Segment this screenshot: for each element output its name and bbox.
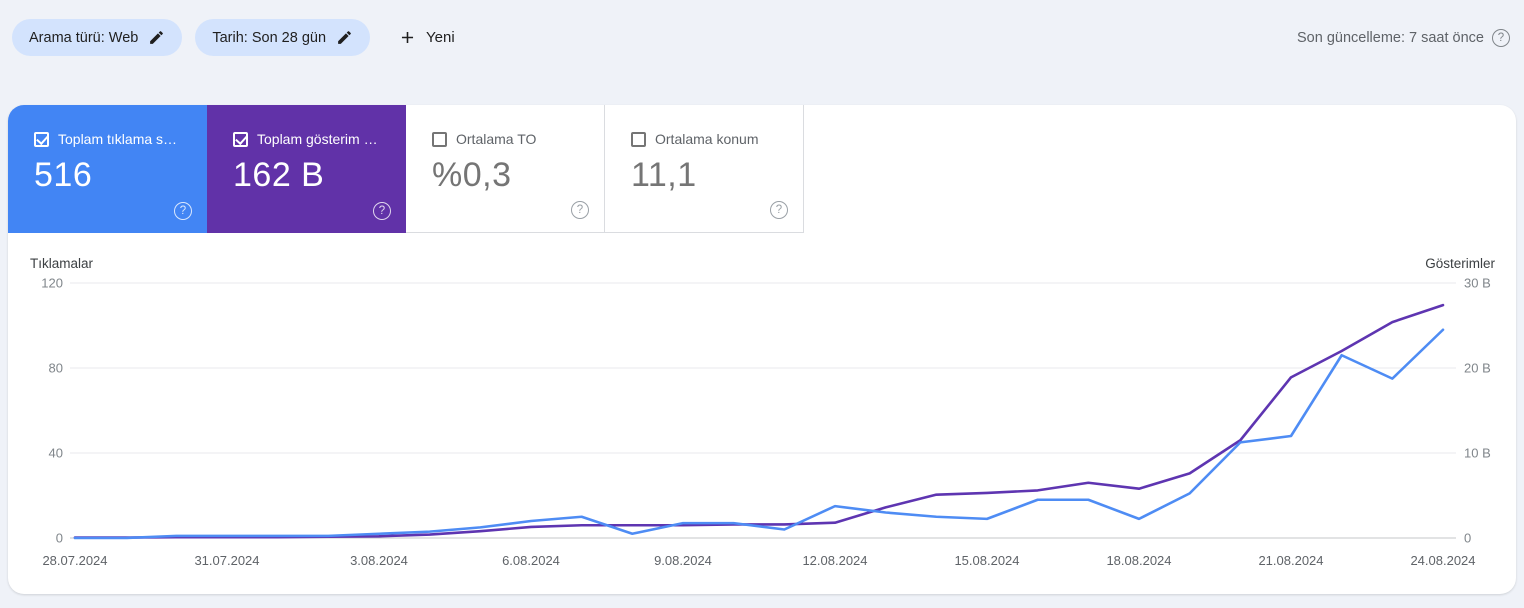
total-clicks-value: 516 xyxy=(34,156,93,194)
x-axis-tick: 24.08.2024 xyxy=(1410,553,1475,568)
filter-bar: Arama türü: Web Tarih: Son 28 gün Yeni S… xyxy=(0,0,1524,105)
left-axis-tick: 40 xyxy=(49,446,63,461)
left-axis-tick: 120 xyxy=(41,276,63,291)
metric-card-average-position[interactable]: Ortalama konum 11,1 xyxy=(605,105,804,233)
x-axis-tick: 15.08.2024 xyxy=(954,553,1019,568)
metric-cards-row: Toplam tıklama s… 516 Toplam gösterim … … xyxy=(8,105,1516,233)
new-filter-button[interactable]: Yeni xyxy=(386,19,467,56)
right-axis-tick: 20 B xyxy=(1464,361,1491,376)
chart-svg[interactable]: Tıklamalar Gösterimler 0 0 40 10 B 80 20 B 120 30… xyxy=(8,250,1516,585)
left-axis-tick: 80 xyxy=(49,361,63,376)
right-axis-tick: 0 xyxy=(1464,531,1471,546)
metric-card-average-ctr[interactable]: Ortalama TO %0,3 xyxy=(406,105,605,233)
x-axis-tick: 28.07.2024 xyxy=(42,553,107,568)
x-axis-tick: 9.08.2024 xyxy=(654,553,712,568)
x-axis-tick: 12.08.2024 xyxy=(802,553,867,568)
performance-panel: Toplam tıklama s… 516 Toplam gösterim … … xyxy=(8,105,1516,594)
right-axis-tick: 30 B xyxy=(1464,276,1491,291)
help-icon[interactable] xyxy=(174,202,192,220)
card-header: Toplam tıklama s… xyxy=(34,131,191,147)
plus-icon xyxy=(401,31,414,44)
x-axis-tick: 6.08.2024 xyxy=(502,553,560,568)
ctr-checkbox-unchecked[interactable] xyxy=(432,131,447,147)
right-axis-tick: 10 B xyxy=(1464,446,1491,461)
x-axis-tick: 31.07.2024 xyxy=(194,553,259,568)
search-type-chip[interactable]: Arama türü: Web xyxy=(12,19,183,56)
metric-card-total-impressions[interactable]: Toplam gösterim … 162 B xyxy=(207,105,406,233)
impressions-line xyxy=(73,303,1445,539)
card-label: Ortalama TO xyxy=(456,131,537,147)
clicks-checkbox-checked[interactable] xyxy=(34,131,49,147)
card-label: Toplam gösterim … xyxy=(257,131,378,147)
help-icon[interactable] xyxy=(571,201,589,219)
total-impressions-value: 162 B xyxy=(233,156,325,194)
left-axis-tick: 0 xyxy=(56,531,63,546)
help-icon[interactable] xyxy=(1492,28,1510,47)
left-axis-title: Tıklamalar xyxy=(30,256,94,271)
card-label: Toplam tıklama s… xyxy=(58,131,178,147)
card-header: Toplam gösterim … xyxy=(233,131,390,147)
card-header: Ortalama konum xyxy=(631,131,787,147)
last-update-text: Son güncelleme: 7 saat önce xyxy=(1296,29,1484,46)
help-icon[interactable] xyxy=(373,202,391,220)
help-icon[interactable] xyxy=(770,201,788,219)
new-filter-label: Yeni xyxy=(426,29,455,46)
x-axis-tick: 3.08.2024 xyxy=(350,553,408,568)
edit-pencil-icon xyxy=(338,31,351,44)
metric-card-total-clicks[interactable]: Toplam tıklama s… 516 xyxy=(8,105,207,233)
last-update-status: Son güncelleme: 7 saat önce xyxy=(1297,19,1510,56)
position-checkbox-unchecked[interactable] xyxy=(631,131,646,147)
date-filter-chip-label: Tarih: Son 28 gün xyxy=(212,29,327,46)
search-type-chip-label: Arama türü: Web xyxy=(29,29,139,46)
card-label: Ortalama konum xyxy=(655,131,759,147)
clicks-line xyxy=(73,328,1445,540)
date-filter-chip[interactable]: Tarih: Son 28 gün xyxy=(195,19,371,56)
x-axis-tick: 21.08.2024 xyxy=(1258,553,1323,568)
impressions-checkbox-checked[interactable] xyxy=(233,131,248,147)
average-position-value: 11,1 xyxy=(631,156,697,194)
edit-pencil-icon xyxy=(150,31,164,44)
right-axis-title: Gösterimler xyxy=(1425,256,1495,271)
average-ctr-value: %0,3 xyxy=(432,156,512,194)
card-header: Ortalama TO xyxy=(432,131,588,147)
x-axis-tick: 18.08.2024 xyxy=(1106,553,1171,568)
performance-chart: Tıklamalar Gösterimler 0 0 40 10 B 80 20 B 120 30… xyxy=(8,250,1516,585)
